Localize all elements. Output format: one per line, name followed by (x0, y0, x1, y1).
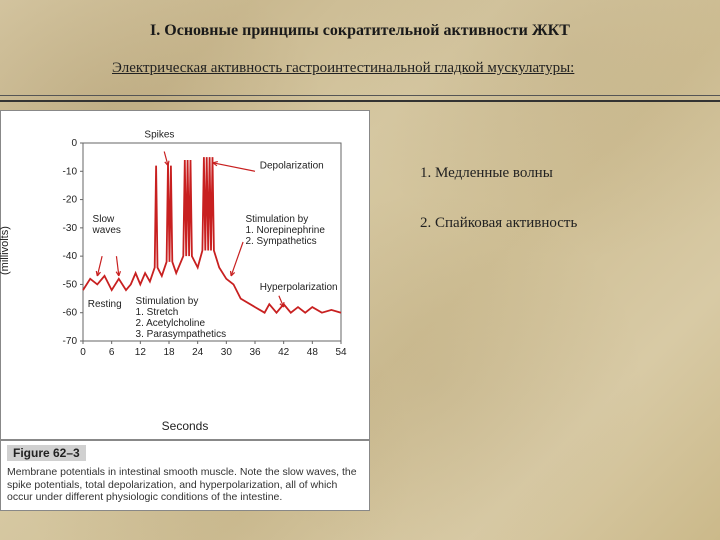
svg-text:-10: -10 (63, 166, 78, 177)
svg-text:-30: -30 (63, 223, 78, 234)
svg-text:18: 18 (163, 347, 175, 358)
figure-label: Figure 62–3 (7, 445, 86, 461)
bullet-2: 2. Спайковая активность (420, 215, 577, 232)
svg-text:Slow: Slow (93, 214, 115, 225)
bullet-1: 1. Медленные волны (420, 165, 553, 182)
svg-text:-40: -40 (63, 251, 78, 262)
slide-subtitle: Электрическая активность гастроинтестина… (112, 60, 700, 77)
svg-text:0: 0 (71, 138, 77, 149)
svg-text:36: 36 (249, 347, 261, 358)
svg-text:48: 48 (307, 347, 319, 358)
svg-text:-60: -60 (63, 308, 78, 319)
svg-text:12: 12 (135, 347, 147, 358)
svg-text:3. Parasympathetics: 3. Parasympathetics (136, 329, 227, 340)
svg-text:waves: waves (92, 225, 121, 236)
svg-text:Stimulation by: Stimulation by (136, 296, 199, 307)
svg-text:Hyperpolarization: Hyperpolarization (260, 282, 338, 293)
membrane-potential-chart: 0 -10 -20 -30 -40 -50 -60 -70 0 6 12 18 24 30 36 42 48 5… (49, 129, 349, 389)
svg-text:2. Sympathetics: 2. Sympathetics (245, 236, 316, 247)
svg-text:30: 30 (221, 347, 233, 358)
svg-text:Stimulation by: Stimulation by (245, 214, 308, 225)
svg-text:Resting: Resting (88, 299, 122, 310)
svg-text:Depolarization: Depolarization (260, 160, 324, 171)
svg-text:Spikes: Spikes (144, 129, 174, 140)
divider-thin (0, 95, 720, 96)
divider-thick (0, 100, 720, 102)
figure-caption: Membrane potentials in intestinal smooth… (7, 466, 363, 504)
svg-text:54: 54 (335, 347, 347, 358)
svg-text:6: 6 (109, 347, 115, 358)
figure-panel: 0 -10 -20 -30 -40 -50 -60 -70 0 6 12 18 24 30 36 42 48 5… (0, 110, 370, 440)
x-axis-label: Seconds (162, 419, 209, 433)
svg-text:2. Acetylcholine: 2. Acetylcholine (136, 318, 206, 329)
svg-text:-50: -50 (63, 279, 78, 290)
svg-text:0: 0 (80, 347, 86, 358)
svg-text:-70: -70 (63, 336, 78, 347)
svg-text:1. Norepinephrine: 1. Norepinephrine (245, 225, 325, 236)
svg-text:-20: -20 (63, 195, 78, 206)
slide-title: I. Основные принципы сократительной акти… (0, 22, 720, 40)
svg-text:42: 42 (278, 347, 290, 358)
svg-text:24: 24 (192, 347, 204, 358)
svg-text:1. Stretch: 1. Stretch (136, 307, 179, 318)
figure-caption-box: Figure 62–3 Membrane potentials in intes… (0, 440, 370, 511)
